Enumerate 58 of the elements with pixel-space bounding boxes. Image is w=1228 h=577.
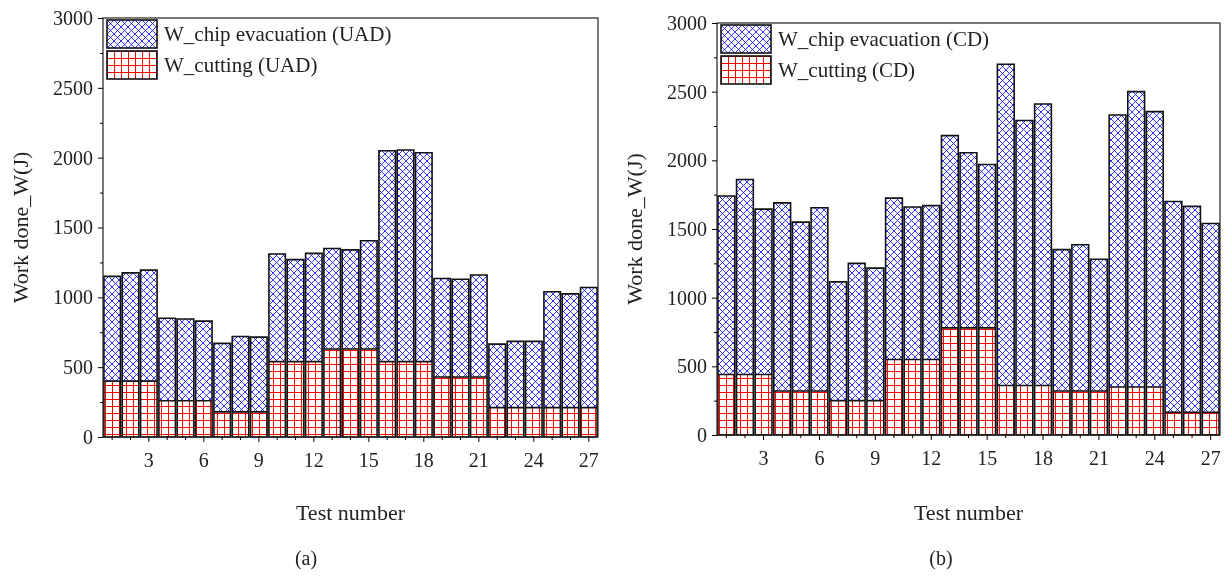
x-tick-label: 24 [1144,447,1165,469]
bar [396,149,415,363]
y-tick-label: 1500 [53,216,93,239]
bar [268,253,287,363]
y-tick-label: 500 [63,356,93,379]
x-tick-label: 18 [1033,447,1054,469]
legend-label: W_chip evacuation (CD) [778,27,990,51]
x-tick-label: 18 [413,449,434,471]
bar [1182,205,1202,414]
x-tick-label: 12 [921,447,942,469]
bar [286,258,305,363]
y-axis-title: Work done_W(J) [8,151,33,304]
x-tick-label: 27 [1200,447,1221,469]
x-tick-label: 3 [143,449,154,471]
x-tick-label: 12 [303,449,324,471]
x-tick-label: 6 [814,447,825,469]
bar [1033,103,1053,387]
x-tick-label: 21 [1088,447,1109,469]
x-axis-title: Test number [913,500,1024,525]
bar [1033,384,1053,436]
bar [304,252,323,363]
bar [323,247,342,350]
y-tick-label: 2500 [53,76,93,99]
y-tick-label: 0 [697,423,707,446]
bar [735,178,755,376]
y-tick-label: 2000 [53,146,93,169]
x-tick-label: 15 [977,447,998,469]
y-tick-label: 3000 [53,6,93,29]
y-tick-label: 2500 [667,80,707,103]
bar [414,151,433,363]
y-tick-label: 0 [83,425,93,448]
bar [378,149,397,363]
x-tick-label: 9 [870,447,881,469]
x-tick-label: 6 [198,449,209,471]
legend-label: W_chip evacuation (UAD) [164,22,392,46]
y-tick-label: 1000 [667,286,707,309]
y-tick-label: 3000 [667,11,707,34]
bar [579,286,598,409]
x-tick-label: 15 [358,449,379,471]
y-tick-label: 1000 [53,286,93,309]
y-tick-label: 1500 [667,217,707,240]
bar [735,373,755,436]
y-axis-title: Work done_W(J) [622,153,647,305]
bar [884,197,904,361]
bar [884,358,904,436]
x-tick-label: 3 [758,447,769,469]
x-tick-label: 27 [578,449,599,471]
x-tick-label: 24 [523,449,544,471]
legend-label: W_cutting (CD) [778,58,916,82]
x-tick-label: 9 [253,449,264,471]
y-tick-label: 2000 [667,149,707,172]
x-tick-label: 21 [468,449,489,471]
x-axis-title: Test number [295,500,406,525]
legend-label: W_cutting (UAD) [164,53,318,77]
bar [433,277,452,378]
text: (b) [929,547,953,570]
text: (a) [294,547,318,570]
y-tick-label: 500 [677,355,707,378]
